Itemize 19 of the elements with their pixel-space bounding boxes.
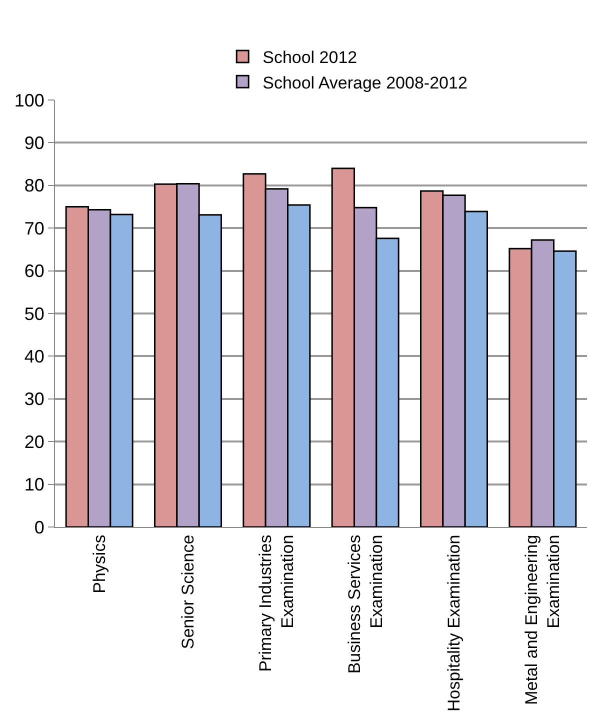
legend-label: School Average 2008-2012	[262, 73, 468, 92]
x-tick-label: Hospitality Examination	[444, 534, 464, 712]
y-tick-label: 100	[14, 90, 44, 110]
y-tick-label: 40	[24, 346, 44, 366]
y-tick-label: 0	[34, 517, 44, 538]
y-tick-label: 60	[24, 261, 44, 282]
y-tick-label: 90	[24, 133, 44, 153]
y-tick-label: 10	[24, 474, 44, 495]
x-tick-label: Primary Industries Examination	[256, 534, 298, 672]
x-tick-label: Business Services Examination	[344, 534, 386, 674]
y-tick-label: 70	[24, 218, 44, 238]
legend-label: School 2012	[262, 48, 358, 68]
x-tick-label: Physics	[90, 534, 109, 594]
x-tick-label: Metal and Engineering Examination	[522, 534, 564, 705]
y-tick-label: 20	[24, 432, 44, 452]
y-tick-label: 50	[24, 304, 44, 324]
y-tick-label: 30	[24, 389, 44, 410]
x-tick-label: Senior Science	[178, 534, 198, 650]
y-tick-label: 80	[24, 176, 44, 196]
